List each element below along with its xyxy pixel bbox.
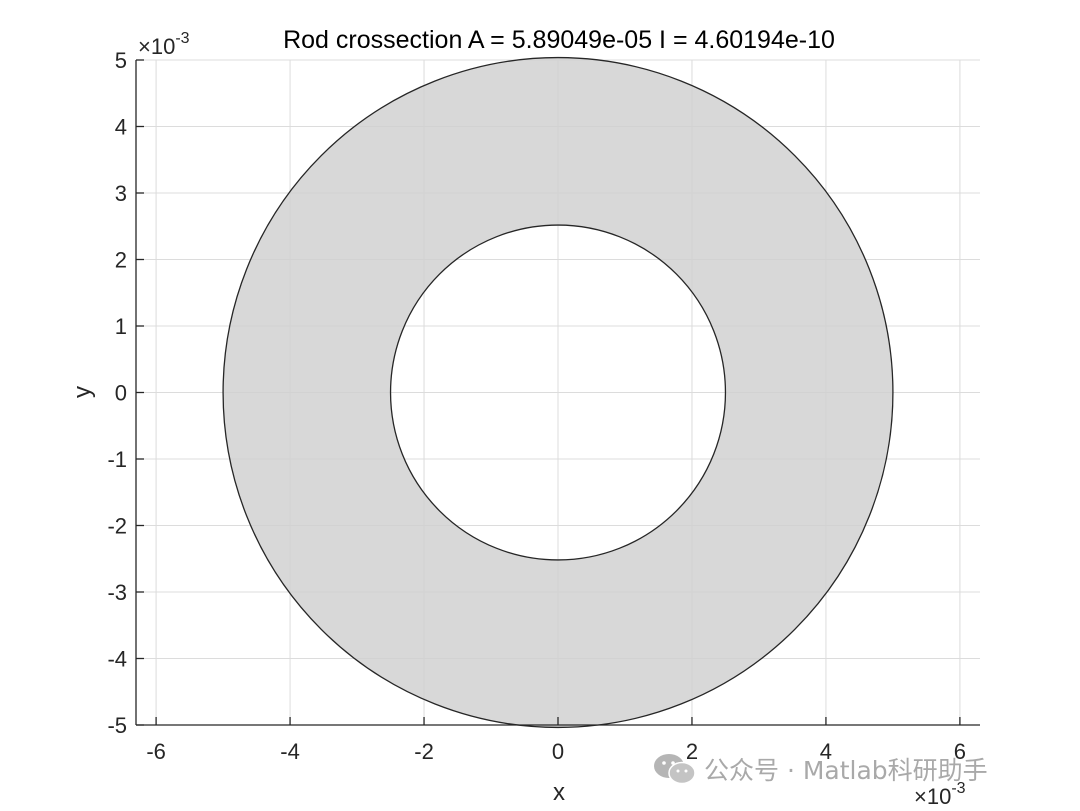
x-tick-label-6: 6: [954, 739, 966, 764]
x-exponent-base: ×10: [914, 784, 951, 809]
x-tick-label-5: 4: [820, 739, 832, 764]
watermark-text: 公众号 · Matlab科研助手: [704, 756, 988, 785]
y-tick-label-3: -2: [107, 514, 127, 539]
y-tick-label-10: 5: [115, 48, 127, 73]
y-ticks: -5 -4 -3 -2 -1 0 1 2 3 4 5: [107, 48, 144, 738]
x-exponent-power: -3: [951, 780, 965, 797]
y-tick-label-7: 2: [115, 248, 127, 273]
x-tick-label-1: -4: [280, 739, 300, 764]
y-tick-label-8: 3: [115, 181, 127, 206]
x-tick-label-2: -2: [414, 739, 434, 764]
y-axis-label: y: [69, 386, 96, 398]
y-exponent-label: ×10-3: [138, 30, 190, 59]
x-tick-label-0: -6: [146, 739, 166, 764]
x-axis-label: x: [553, 779, 565, 806]
y-tick-label-1: -4: [107, 647, 127, 672]
y-tick-label-5: 0: [115, 381, 127, 406]
x-tick-label-4: 2: [686, 739, 698, 764]
x-exponent-label: ×10-3: [914, 780, 966, 809]
y-exponent-base: ×10: [138, 34, 175, 59]
rod-cross-section-annulus: [223, 57, 893, 728]
svg-text:×10-3: ×10-3: [914, 780, 966, 809]
wechat-icon: [654, 754, 696, 785]
inner-circle-edge: [389, 224, 727, 561]
y-tick-label-2: -3: [107, 580, 127, 605]
y-tick-label-0: -5: [107, 713, 127, 738]
x-ticks: -6 -4 -2 0 2 4 6: [146, 717, 966, 764]
svg-text:×10-3: ×10-3: [138, 30, 190, 59]
x-tick-label-3: 0: [552, 739, 564, 764]
chart-title: Rod crossection A = 5.89049e-05 I = 4.60…: [283, 26, 835, 54]
outer-circle-edge: [222, 56, 894, 729]
y-tick-label-4: -1: [107, 447, 127, 472]
y-exponent-power: -3: [175, 30, 189, 47]
y-tick-label-6: 1: [115, 314, 127, 339]
y-tick-label-9: 4: [115, 115, 127, 140]
watermark: 公众号 · Matlab科研助手: [652, 752, 988, 786]
